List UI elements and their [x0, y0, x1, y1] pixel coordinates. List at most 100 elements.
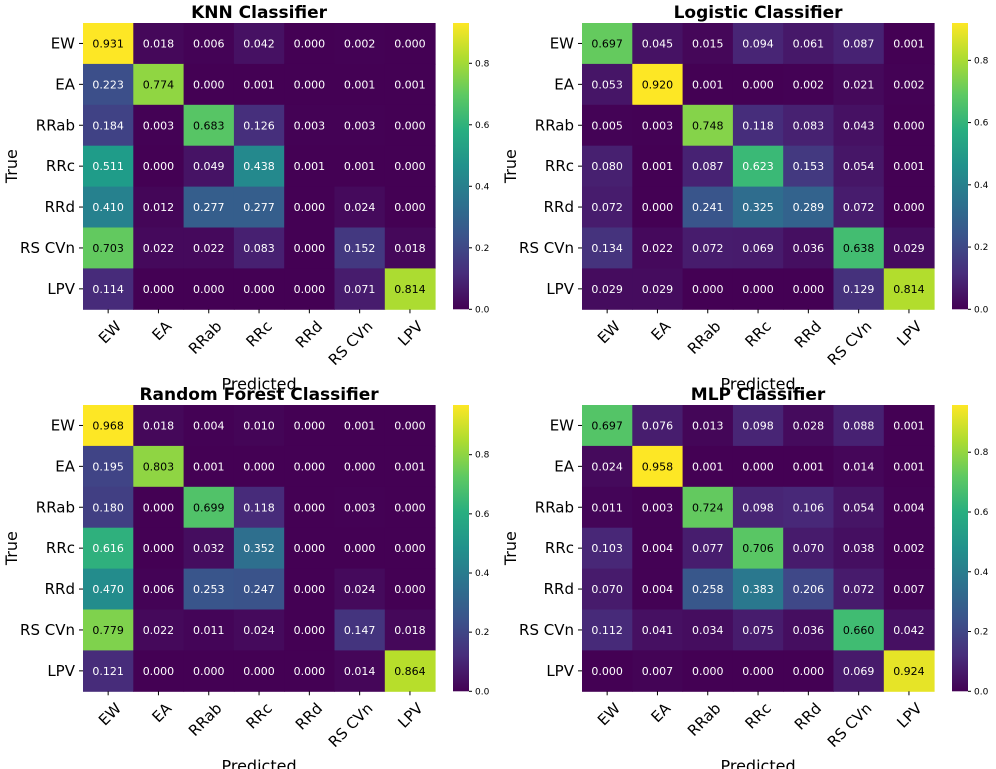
cell-value-label: 0.029	[893, 242, 925, 255]
colorbar-tick-label: 0.2	[475, 244, 489, 254]
cell-value-label: 0.000	[344, 460, 376, 473]
x-tick-label: RRc	[741, 699, 774, 732]
cell-value-label: 0.024	[243, 624, 275, 637]
cell-value-label: 0.001	[893, 160, 925, 173]
cell-value-label: 0.153	[793, 160, 825, 173]
heatmap-cell-rs-cvn-rrd	[783, 609, 834, 651]
cell-value-label: 0.000	[294, 242, 326, 255]
y-tick-label: EW	[550, 416, 574, 434]
y-tick-label: EA	[554, 75, 574, 93]
x-tick-label: LPV	[394, 699, 427, 732]
cell-value-label: 0.697	[591, 37, 623, 50]
cell-value-label: 0.021	[843, 78, 875, 91]
heatmap-cell-rrc-rs-cvn	[334, 527, 386, 570]
heatmap-cell-rrd-ea	[632, 186, 684, 228]
heatmap-cell-rs-cvn-rrc	[732, 227, 784, 269]
cell-value-label: 0.018	[143, 37, 175, 50]
cell-value-label: 0.072	[591, 201, 623, 214]
cell-value-label: 0.706	[742, 542, 774, 555]
heatmap-panel-logistic-classifier: Logistic Classifier 0.697 0.045 0.015 0.094 0…	[501, 3, 989, 393]
heatmap-cell-rrd-rrab	[183, 186, 235, 228]
colorbar-tick-label: 0.2	[974, 243, 988, 253]
heatmap-cell-rrab-rrd	[284, 104, 335, 147]
cell-value-label: 0.002	[893, 542, 925, 555]
cell-value-label: 0.004	[642, 542, 674, 555]
cell-value-label: 0.024	[591, 460, 623, 473]
cell-value-label: 0.000	[143, 542, 175, 555]
cell-value-label: 0.001	[344, 78, 376, 91]
cell-value-label: 0.000	[294, 37, 326, 50]
heatmap-cell-rs-cvn-ea	[133, 609, 185, 651]
heatmap-cell-ew-ew	[582, 405, 633, 447]
heatmap-cell-ea-rrab	[183, 63, 235, 106]
y-axis-label: True	[2, 149, 21, 184]
cell-value-label: 0.004	[193, 419, 225, 432]
cell-value-label: 0.001	[692, 460, 724, 473]
cell-value-label: 0.118	[243, 501, 275, 514]
heatmap-cell-lpv-rrd	[284, 650, 335, 692]
cell-value-label: 0.000	[143, 283, 175, 296]
cell-value-label: 0.077	[692, 542, 724, 555]
colorbar-tick-label: 0.0	[475, 305, 490, 315]
chart-title: Random Forest Classifier	[139, 385, 379, 405]
heatmap-cell-ew-rrab	[682, 23, 734, 65]
cell-value-label: 0.000	[742, 460, 774, 473]
cell-value-label: 0.003	[294, 119, 326, 132]
heatmap-cell-rs-cvn-ew	[582, 609, 633, 651]
colorbar-tick-label: 0.6	[475, 121, 490, 131]
y-tick-label: LPV	[546, 280, 574, 298]
heatmap-cell-ew-ea	[632, 23, 684, 65]
x-tick-label: EA	[149, 699, 176, 726]
x-tick-label: EA	[149, 317, 176, 344]
cell-value-label: 0.018	[143, 419, 175, 432]
cell-value-label: 0.004	[893, 501, 925, 514]
cell-value-label: 0.241	[692, 201, 724, 214]
heatmap-cell-ea-ea	[632, 445, 684, 488]
heatmap-cell-rs-cvn-ew	[582, 227, 633, 269]
heatmap-cell-rs-cvn-lpv	[384, 227, 436, 269]
heatmap-cell-rs-cvn-ea	[133, 227, 185, 269]
cell-value-label: 0.098	[742, 501, 774, 514]
heatmap-panel-mlp-classifier: MLP Classifier 0.697 0.076 0.013 0.098 0.028 0…	[501, 385, 989, 769]
cell-value-label: 0.697	[591, 419, 623, 432]
cell-value-label: 0.032	[193, 542, 225, 555]
cell-value-label: 0.000	[742, 665, 774, 678]
cell-value-label: 0.289	[793, 201, 825, 214]
heatmap-cell-ew-lpv	[384, 405, 436, 447]
colorbar-tick-label: 0.2	[475, 628, 489, 638]
cell-value-label: 0.134	[591, 242, 623, 255]
heatmap-cell-ea-rs-cvn	[334, 445, 386, 488]
cell-value-label: 0.000	[243, 460, 275, 473]
y-tick-label: EA	[554, 457, 574, 475]
heatmap-cell-rrd-rs-cvn	[334, 186, 386, 228]
heatmap-cell-lpv-rs-cvn	[334, 650, 386, 692]
cell-value-label: 0.014	[843, 460, 875, 473]
cell-value-label: 0.014	[344, 665, 376, 678]
cell-value-label: 0.003	[143, 119, 175, 132]
y-tick-label: EW	[51, 34, 75, 52]
heatmap-cell-lpv-rrd	[783, 268, 834, 310]
x-tick-label: EW	[594, 317, 624, 347]
cell-value-label: 0.001	[893, 37, 925, 50]
heatmap-cell-rrd-rs-cvn	[833, 568, 885, 610]
heatmap-cell-rrc-lpv	[883, 527, 935, 570]
heatmap-cell-ew-rrc	[233, 23, 285, 65]
cell-value-label: 0.043	[843, 119, 875, 132]
cell-value-label: 0.012	[143, 201, 175, 214]
cell-value-label: 0.042	[243, 37, 275, 50]
heatmap-cell-rs-cvn-rs-cvn	[334, 609, 386, 651]
heatmap-cell-lpv-rrc	[732, 650, 784, 692]
heatmap-cell-lpv-ew	[83, 650, 134, 692]
colorbar-tick-label: 0.6	[974, 508, 989, 518]
cell-value-label: 0.660	[843, 624, 875, 637]
heatmap-cell-rrab-rrab	[183, 486, 235, 529]
heatmap-cell-rrd-rs-cvn	[334, 568, 386, 610]
heatmap-cell-ew-rrd	[284, 23, 335, 65]
heatmap-cell-lpv-ea	[133, 268, 185, 310]
heatmap-cell-rrd-ew	[83, 568, 134, 610]
x-tick-label: RRc	[242, 699, 275, 732]
cell-value-label: 0.470	[92, 583, 124, 596]
heatmap-cell-rrc-rrc	[732, 145, 784, 188]
heatmap-cell-rrc-rrd	[284, 145, 335, 188]
heatmap-cell-ea-ew	[83, 445, 134, 488]
